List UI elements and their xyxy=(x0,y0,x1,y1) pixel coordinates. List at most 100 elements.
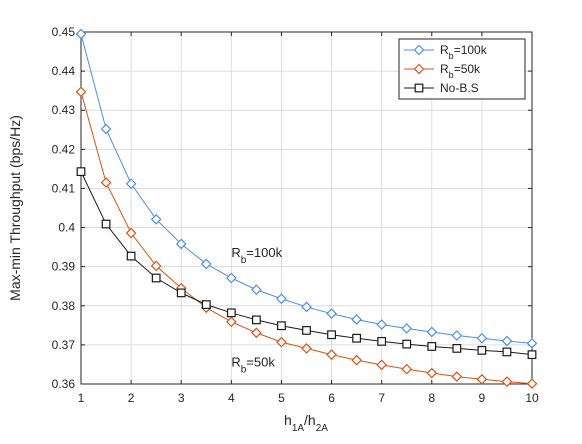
x-tick-label: 5 xyxy=(278,391,285,405)
legend-label-rest: =100k xyxy=(454,43,488,57)
data-point xyxy=(476,332,488,344)
y-axis-label: Max-min Throughput (bps/Hz) xyxy=(7,115,23,301)
plot-frame xyxy=(80,31,533,385)
annotation-main: R xyxy=(231,354,240,369)
data-point xyxy=(101,219,111,229)
legend-marker xyxy=(413,44,425,56)
data-point xyxy=(100,123,112,135)
data-point xyxy=(301,343,312,354)
data-point xyxy=(526,337,538,349)
y-tick-label: 0.41 xyxy=(52,181,76,195)
data-point xyxy=(477,345,487,355)
legend-marker xyxy=(413,63,425,75)
legend-label: Rb=100k xyxy=(440,43,488,61)
legend-label: No-B.S xyxy=(440,81,479,95)
data-point xyxy=(302,326,311,335)
data-point xyxy=(225,316,237,328)
data-point xyxy=(502,347,512,357)
data-point xyxy=(301,301,312,313)
x-tick-label: 8 xyxy=(428,391,435,405)
data-point xyxy=(327,330,336,340)
data-point xyxy=(125,227,137,239)
y-tick-label: 0.45 xyxy=(52,25,76,39)
data-point xyxy=(277,321,286,331)
data-point xyxy=(75,28,87,40)
data-point xyxy=(251,315,261,325)
data-point xyxy=(326,349,337,361)
y-tick-label: 0.39 xyxy=(52,260,76,274)
data-point xyxy=(150,260,162,272)
data-point xyxy=(151,273,161,283)
data-point xyxy=(401,363,413,375)
data-point xyxy=(175,238,187,250)
axis-ticks: 1 2 3 4 5 6 7 8 9 10 0.36 0.37 0.38 0.39 0.4 0.41 0.42 0.… xyxy=(52,25,539,405)
y-tick-label: 0.37 xyxy=(52,338,76,352)
annotation-rest: =100k xyxy=(246,245,282,260)
x-tick-label: 3 xyxy=(178,391,185,405)
y-tick-label: 0.43 xyxy=(52,103,76,117)
y-tick-label: 0.4 xyxy=(58,221,75,235)
data-point xyxy=(352,333,362,343)
data-point xyxy=(125,178,137,190)
annotation-main: R xyxy=(231,245,240,260)
legend-label-main: R xyxy=(440,62,449,76)
data-point xyxy=(427,342,437,351)
data-point xyxy=(225,272,237,284)
annotation-sub: b xyxy=(241,254,247,265)
x-axis-label-sub2: 2A xyxy=(316,423,329,434)
x-axis-label-slash: /h xyxy=(304,412,316,428)
data-point xyxy=(501,335,513,347)
data-point xyxy=(126,251,136,261)
data-point xyxy=(251,284,262,296)
x-tick-label: 7 xyxy=(378,391,385,405)
data-point xyxy=(276,336,287,348)
legend-label-rest: =50k xyxy=(454,62,481,76)
data-point xyxy=(402,339,412,349)
data-point xyxy=(451,330,463,341)
series-1 xyxy=(75,28,538,349)
data-point xyxy=(401,323,413,334)
data-point xyxy=(176,288,186,298)
data-point xyxy=(76,167,86,177)
x-axis-label-main: h xyxy=(284,412,292,428)
annotation-1: Rb=100k xyxy=(231,245,282,266)
x-tick-label: 2 xyxy=(128,391,135,405)
x-tick-label: 9 xyxy=(479,391,486,405)
annotation-rest: =50k xyxy=(246,354,275,369)
annotation-2: Rb=50k xyxy=(231,354,275,375)
legend-item-1: Rb=100k xyxy=(404,43,488,61)
data-point xyxy=(150,213,162,225)
legend-item-3: No-B.S xyxy=(404,81,479,95)
data-point xyxy=(377,336,387,346)
data-point xyxy=(426,326,438,338)
legend-item-2: Rb=50k xyxy=(404,62,481,80)
y-tick-label: 0.36 xyxy=(52,377,76,391)
data-point xyxy=(226,308,236,318)
data-point xyxy=(276,293,287,305)
legend-label: Rb=50k xyxy=(440,62,481,80)
data-point xyxy=(251,327,262,339)
data-point xyxy=(351,354,362,366)
data-point xyxy=(201,300,211,310)
x-tick-label: 10 xyxy=(525,391,539,405)
data-point xyxy=(200,258,212,270)
data-point xyxy=(75,86,87,98)
annotation-sub: b xyxy=(241,364,247,375)
legend-label-sub: b xyxy=(449,51,454,61)
data-point xyxy=(351,314,362,325)
data-point xyxy=(100,177,112,188)
x-tick-label: 6 xyxy=(328,391,335,405)
data-point xyxy=(376,359,388,371)
legend-marker xyxy=(414,83,424,93)
y-tick-label: 0.44 xyxy=(52,64,76,78)
series-3 xyxy=(76,167,537,360)
x-axis-label-sub1: 1A xyxy=(292,423,305,434)
data-point xyxy=(326,308,337,319)
data-point xyxy=(526,378,538,389)
data-point xyxy=(376,319,388,330)
x-axis-label: h1A/h2A xyxy=(284,412,328,434)
data-point xyxy=(426,367,438,379)
